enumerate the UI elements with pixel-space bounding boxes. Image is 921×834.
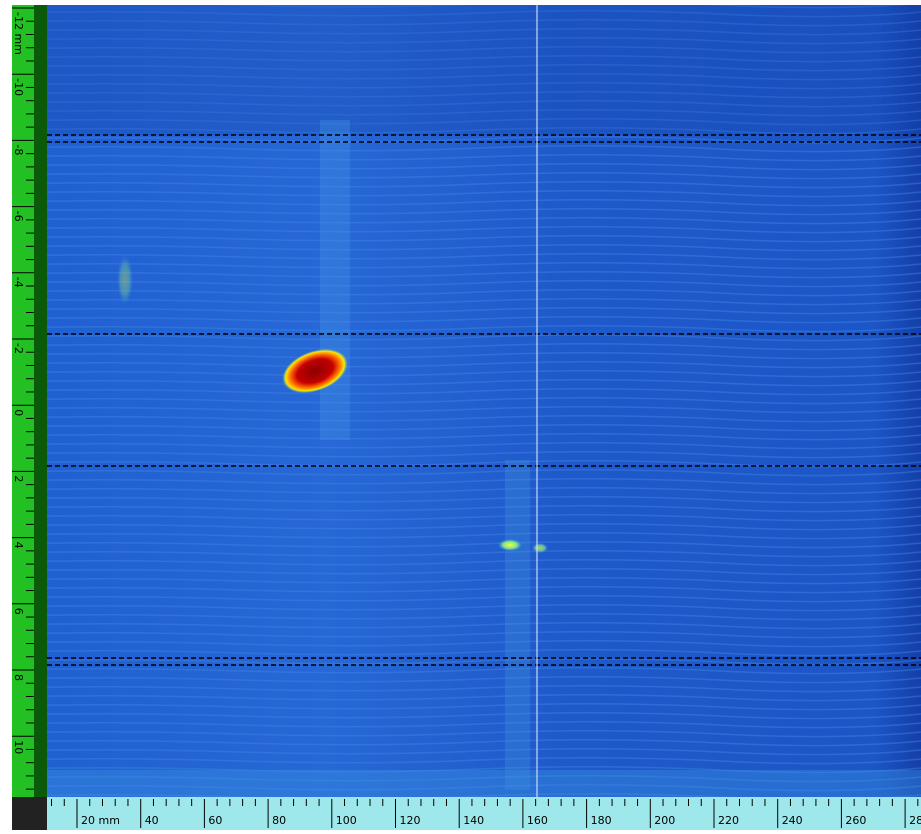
ruler-label: 20 mm [81, 814, 120, 827]
ruler-label: 180 [591, 814, 612, 827]
scan-streak [505, 460, 530, 790]
horizontal-ruler-ticks: 20 mm 40 60 80 100 120 140 160 180 200 220 240 260 28 [51, 799, 921, 828]
ruler-label: -6 [12, 211, 25, 222]
indication [117, 255, 133, 305]
ruler-label: 6 [12, 608, 25, 615]
gate-lines [47, 134, 921, 666]
ruler-label: 10 [12, 740, 25, 754]
ruler-label: 120 [400, 814, 421, 827]
ruler-label: -2 [12, 343, 25, 354]
ruler-label: 4 [12, 542, 25, 549]
ruler-corner [12, 797, 47, 830]
ruler-label: 2 [12, 475, 25, 482]
ruler-label: 140 [463, 814, 484, 827]
ruler-label: 240 [782, 814, 803, 827]
scan-streak [320, 120, 350, 440]
vertical-ruler-ticks: -12 mm -10 -8 -6 -4 -2 0 2 4 6 8 10 [12, 7, 34, 790]
ruler-label: 60 [208, 814, 222, 827]
indication [532, 543, 548, 553]
indication [498, 539, 522, 551]
ruler-label: 220 [718, 814, 739, 827]
ruler-label: 80 [272, 814, 286, 827]
ruler-label: 40 [145, 814, 159, 827]
ruler-label: -10 [12, 78, 25, 96]
ruler-label: 0 [12, 409, 25, 416]
indication [282, 348, 348, 394]
scan-shade [47, 5, 921, 135]
ruler-label: 260 [845, 814, 866, 827]
ruler-label: -8 [12, 144, 25, 155]
scan-bottom [47, 770, 921, 797]
ruler-label: -4 [12, 277, 25, 288]
ruler-label: 200 [654, 814, 675, 827]
ruler-label: 160 [527, 814, 548, 827]
ruler-label: -12 mm [12, 12, 25, 55]
ruler-label: 8 [12, 674, 25, 681]
horizontal-ruler [47, 797, 921, 830]
ruler-label: 28 [909, 814, 921, 827]
vertical-ruler-edge [34, 5, 47, 797]
vertical-ruler [12, 5, 34, 797]
ruler-label: 100 [336, 814, 357, 827]
